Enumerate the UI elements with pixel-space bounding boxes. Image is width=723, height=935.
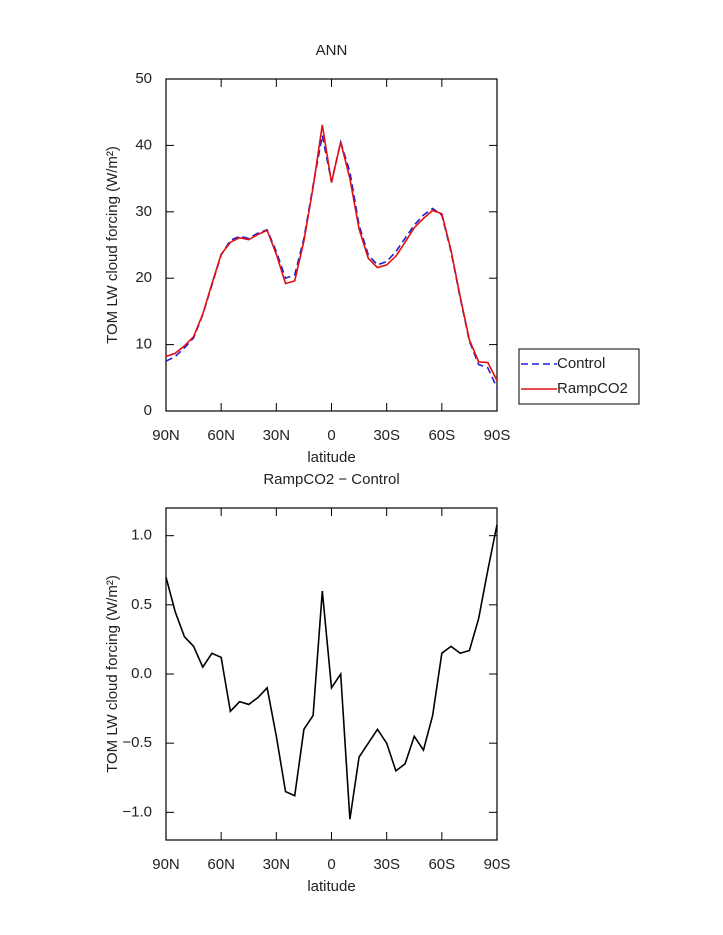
legend-label: Control [557,355,605,372]
x-tick-label: 60S [428,427,455,444]
y-tick-label: 40 [135,136,152,153]
x-axis-label: latitude [307,878,355,895]
legend-box [518,348,640,405]
x-tick-label: 30S [373,856,400,873]
x-tick-label: 30S [373,427,400,444]
x-tick-label: 30N [263,427,291,444]
data-line [165,524,498,820]
x-tick-label: 90N [152,856,180,873]
y-tick-label: 50 [135,70,152,87]
x-tick-label: 90S [484,856,511,873]
plot-frame [165,507,498,841]
y-tick-label: 0.5 [131,596,152,613]
x-tick-label: 0 [327,427,335,444]
y-tick-label: 0.0 [131,665,152,682]
y-axis-label: TOM LW cloud forcing (W/m²) [104,575,121,773]
x-tick-label: 0 [327,856,335,873]
x-tick-label: 60N [207,427,235,444]
plot-frame [165,78,498,412]
x-tick-label: 60N [207,856,235,873]
x-tick-label: 30N [263,856,291,873]
x-axis-label: latitude [307,449,355,466]
y-axis-label: TOM LW cloud forcing (W/m²) [104,146,121,344]
x-tick-label: 90N [152,427,180,444]
x-tick-label: 90S [484,427,511,444]
y-tick-label: 30 [135,203,152,220]
y-tick-label: 20 [135,269,152,286]
y-tick-label: 1.0 [131,527,152,544]
legend-label: RampCO2 [557,380,628,397]
chart-title: ANN [316,42,348,59]
y-tick-label: 0 [144,402,152,419]
data-line [165,135,498,389]
y-tick-label: −1.0 [122,803,152,820]
y-tick-label: 10 [135,336,152,353]
x-tick-label: 60S [428,856,455,873]
chart-title: RampCO2 − Control [263,471,399,488]
data-line [165,124,498,381]
y-tick-label: −0.5 [122,734,152,751]
